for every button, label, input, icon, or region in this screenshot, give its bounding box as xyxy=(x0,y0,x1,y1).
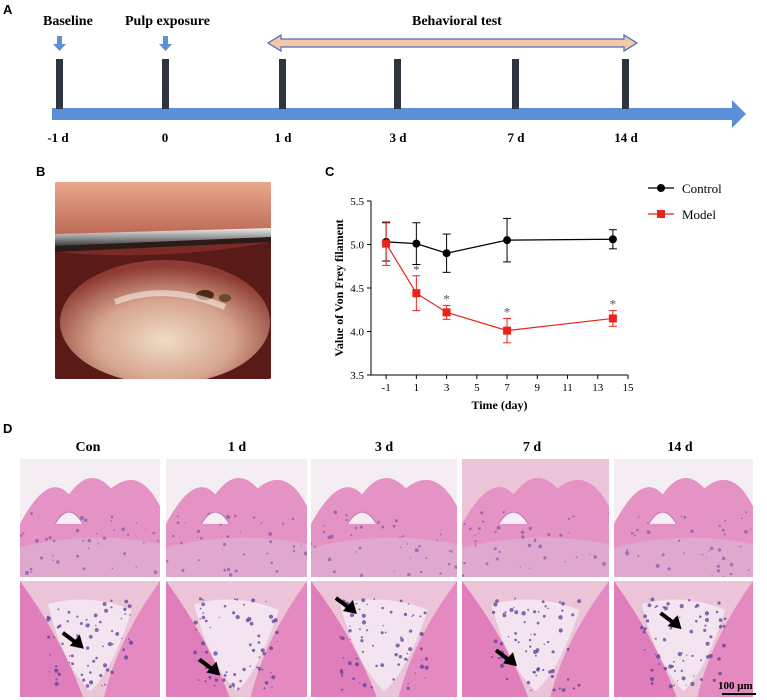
histology-image xyxy=(462,459,609,577)
timeline-day-label: 3 d xyxy=(389,130,407,145)
indicator-arrow-icon xyxy=(659,611,682,630)
series-line-control xyxy=(386,238,613,254)
data-point-control xyxy=(412,239,421,248)
histology-column-title: 14 d xyxy=(667,440,693,455)
x-tick-label: 7 xyxy=(504,382,510,394)
scale-bar-line xyxy=(722,693,756,695)
series-line-model xyxy=(385,243,613,332)
x-tick-label: 5 xyxy=(474,382,480,394)
legend-marker xyxy=(657,184,665,192)
timeline-graphic xyxy=(52,33,746,128)
data-point-model xyxy=(503,326,512,335)
timeline-bar-7d xyxy=(512,59,519,109)
histology-stain-drawing xyxy=(166,459,307,577)
histology-image xyxy=(20,459,160,577)
data-point-model xyxy=(608,314,617,323)
data-point-model xyxy=(382,239,391,248)
pulp-exposure-photo-drawing xyxy=(55,182,271,379)
histology-image xyxy=(311,581,457,697)
behavioral-double-arrow-icon xyxy=(266,33,639,53)
timeline-pulp-label: Pulp exposure xyxy=(125,14,210,29)
timeline-bar-14d xyxy=(622,59,629,109)
timeline-bar-pulp xyxy=(162,59,169,109)
y-tick-label: 3.5 xyxy=(350,370,364,382)
timeline-bar-3d xyxy=(394,59,401,109)
pulp-exposure-photo xyxy=(55,182,271,379)
timeline-bar-1d xyxy=(279,59,286,109)
panel-letter-b: B xyxy=(36,164,46,179)
indicator-arrow-icon xyxy=(198,657,221,676)
x-tick-label: 15 xyxy=(623,382,635,394)
y-axis-label: Value of Von Frey filament xyxy=(332,219,346,356)
y-tick-label: 5.0 xyxy=(350,240,364,252)
data-point-control xyxy=(503,236,512,245)
timeline-day-label: 0 xyxy=(161,130,169,145)
timeline-day-label: -1 d xyxy=(47,130,69,145)
timeline-day-label: 1 d xyxy=(274,130,292,145)
y-tick-label: 5.5 xyxy=(350,196,364,208)
histology-image xyxy=(20,581,160,697)
x-tick-label: 1 xyxy=(414,382,420,394)
histology-stain-drawing xyxy=(462,459,609,577)
histology-stain-drawing xyxy=(20,459,160,577)
histology-image xyxy=(166,459,307,577)
histology-image xyxy=(166,581,307,697)
histology-stain-drawing xyxy=(20,581,160,697)
pulp-arrow-icon xyxy=(159,36,172,51)
histology-column-title: 3 d xyxy=(374,440,394,455)
histology-stain-drawing xyxy=(614,459,753,577)
legend-label: Control xyxy=(682,181,722,196)
x-tick-label: 9 xyxy=(535,382,541,394)
histology-image xyxy=(614,581,753,697)
histology-stain-drawing xyxy=(166,581,307,697)
timeline-day-label: 7 d xyxy=(507,130,525,145)
indicator-arrow-icon xyxy=(61,631,84,649)
timeline-baseline-label: Baseline xyxy=(43,14,93,29)
legend-marker xyxy=(657,210,665,218)
data-point-control xyxy=(442,249,451,258)
x-axis-label: Time (day) xyxy=(471,398,527,412)
histology-stain-drawing xyxy=(311,581,457,697)
significance-mark: * xyxy=(413,262,420,277)
x-tick-label: -1 xyxy=(382,382,391,394)
histology-stain-drawing xyxy=(462,581,609,697)
data-point-model xyxy=(412,289,421,298)
histology-stain-drawing xyxy=(311,459,457,577)
scale-bar-label: 100 μm xyxy=(718,680,753,692)
legend-label: Model xyxy=(682,207,716,222)
x-tick-label: 11 xyxy=(562,382,573,394)
histology-stain-drawing xyxy=(614,581,753,697)
data-point-control xyxy=(608,235,617,244)
timeline-bar-baseline xyxy=(56,59,63,109)
panel-letter-a: A xyxy=(3,2,13,17)
histology-column-title: Con xyxy=(75,440,101,455)
histology-image xyxy=(462,581,609,697)
panel-letter-d: D xyxy=(3,421,13,436)
histology-column-title: 7 d xyxy=(522,440,542,455)
y-tick-label: 4.0 xyxy=(350,327,364,339)
significance-mark: * xyxy=(443,291,450,306)
indicator-arrow-icon xyxy=(334,596,357,614)
indicator-arrow-icon xyxy=(494,648,517,667)
timeline-behavioral-label: Behavioral test xyxy=(412,14,502,29)
significance-mark: * xyxy=(504,304,511,319)
histology-column-title: 1 d xyxy=(227,440,247,455)
x-tick-label: 3 xyxy=(444,382,450,394)
significance-mark: * xyxy=(610,297,617,312)
data-point-model xyxy=(442,308,451,317)
timeline-day-label: 14 d xyxy=(614,130,638,145)
x-tick-label: 13 xyxy=(592,382,604,394)
baseline-arrow-icon xyxy=(53,36,66,51)
y-tick-label: 4.5 xyxy=(350,283,364,295)
panel-letter-c: C xyxy=(325,164,335,179)
histology-image xyxy=(614,459,753,577)
histology-image xyxy=(311,459,457,577)
timeline-axis-arrow-icon xyxy=(52,100,746,128)
